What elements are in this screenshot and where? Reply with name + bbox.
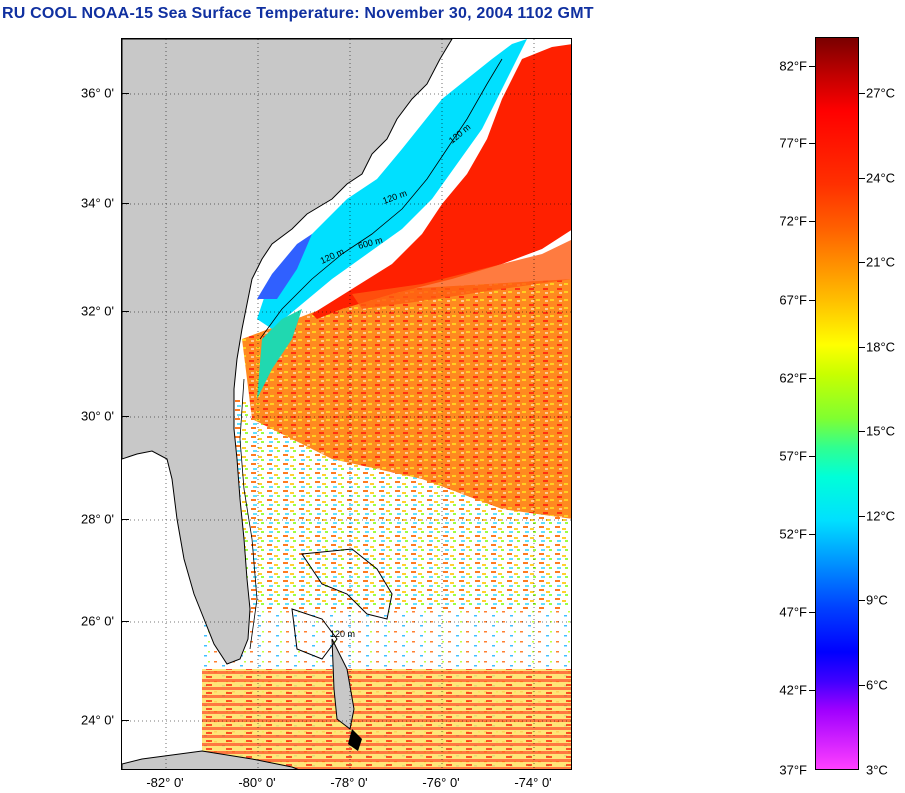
longitude-label: -82° 0' — [146, 775, 184, 790]
map-title: RU COOL NOAA-15 Sea Surface Temperature:… — [2, 5, 594, 22]
fahrenheit-label: 62°F — [779, 370, 807, 386]
longitude-label: -80° 0' — [238, 775, 276, 790]
coastal-cool-water — [257, 39, 527, 329]
longitude-label: -74° 0' — [514, 775, 552, 790]
latitude-label: 24° 0' — [81, 712, 114, 728]
bahamas-land — [331, 638, 355, 730]
latitude-label: 36° 0' — [81, 85, 114, 101]
sst-map: 120 m 600 m 120 m 120 m 120 m — [121, 38, 572, 770]
fahrenheit-label: 77°F — [779, 135, 807, 151]
contour-label: 120 m — [330, 629, 355, 639]
longitude-label: -76° 0' — [422, 775, 460, 790]
celsius-label: 9°C — [866, 592, 888, 608]
celsius-label: 3°C — [866, 762, 888, 778]
temperature-colorbar — [815, 37, 859, 770]
longitude-label: -78° 0' — [330, 775, 368, 790]
fahrenheit-label: 67°F — [779, 292, 807, 308]
celsius-label: 15°C — [866, 423, 896, 439]
warm-gulf-stream-band — [242, 279, 571, 519]
mainland-land — [122, 39, 453, 665]
latitude-label: 32° 0' — [81, 303, 114, 319]
celsius-label: 12°C — [866, 508, 896, 524]
celsius-label: 18°C — [866, 339, 896, 355]
fahrenheit-label: 72°F — [779, 213, 807, 229]
latitude-label: 28° 0' — [81, 511, 114, 527]
celsius-label: 21°C — [866, 254, 896, 270]
latitude-label: 26° 0' — [81, 613, 114, 629]
fahrenheit-label: 57°F — [779, 448, 807, 464]
celsius-label: 24°C — [866, 170, 896, 186]
fahrenheit-label: 37°F — [779, 762, 807, 778]
latitude-label: 30° 0' — [81, 408, 114, 424]
fahrenheit-label: 82°F — [779, 58, 807, 74]
gulf-stream-core — [312, 44, 571, 319]
banded-sea-south — [202, 669, 571, 769]
latitude-label: 34° 0' — [81, 195, 114, 211]
fahrenheit-label: 47°F — [779, 604, 807, 620]
celsius-label: 6°C — [866, 677, 888, 693]
celsius-label: 27°C — [866, 85, 896, 101]
isobath-contour — [259, 58, 503, 340]
fahrenheit-label: 52°F — [779, 526, 807, 542]
fahrenheit-label: 42°F — [779, 682, 807, 698]
